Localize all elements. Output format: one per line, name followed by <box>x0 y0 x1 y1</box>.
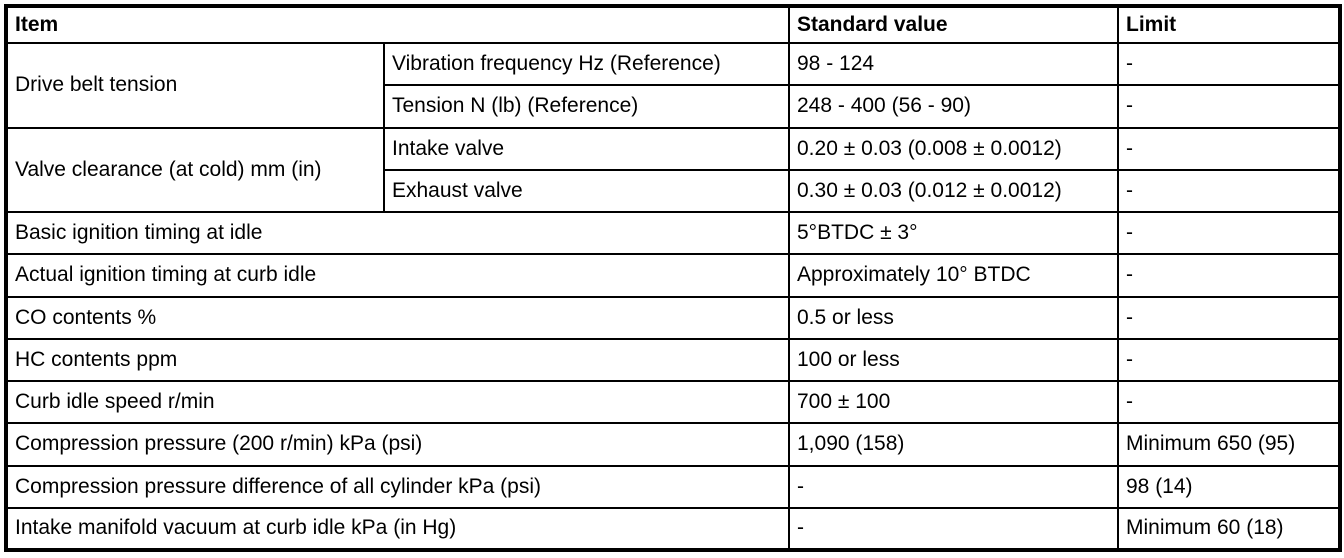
item-cell: Compression pressure (200 r/min) kPa (ps… <box>5 422 790 467</box>
standard-value-cell: 100 or less <box>788 337 1119 383</box>
sub-item-cell: Intake valve <box>383 126 790 171</box>
item-cell: Intake manifold vacuum at curb idle kPa … <box>5 506 790 552</box>
limit-cell: - <box>1117 337 1341 383</box>
table-row: Valve clearance (at cold) mm (in) Intake… <box>5 126 1341 213</box>
limit-cell: - <box>1117 84 1341 129</box>
limit-cell: - <box>1117 253 1341 298</box>
standard-value-cell: Approximately 10° BTDC <box>788 253 1119 298</box>
item-cell: HC contents ppm <box>5 337 790 383</box>
table-row: Basic ignition timing at idle 5°BTDC ± 3… <box>5 210 1341 256</box>
standard-value-cell: 0.30 ± 0.03 (0.012 ± 0.0012) <box>788 168 1119 214</box>
sub-item-cell: Vibration frequency Hz (Reference) <box>383 41 790 87</box>
table-row: Exhaust valve 0.30 ± 0.03 (0.012 ± 0.001… <box>6 168 1341 214</box>
item-cell: Curb idle speed r/min <box>5 379 790 425</box>
table-row: HC contents ppm 100 or less - <box>5 337 1341 383</box>
limit-cell: Minimum 650 (95) <box>1117 422 1341 467</box>
sub-item-cell: Tension N (lb) (Reference) <box>383 84 790 129</box>
table-row: Drive belt tension Vibration frequency H… <box>5 41 1341 129</box>
service-specifications-table: Item Standard value Limit Drive belt ten… <box>4 4 1342 552</box>
limit-cell: - <box>1117 168 1341 214</box>
header-item: Item <box>5 5 790 44</box>
limit-cell: Minimum 60 (18) <box>1117 506 1341 552</box>
item-cell: Actual ignition timing at curb idle <box>5 253 790 298</box>
header-limit: Limit <box>1117 5 1341 44</box>
limit-cell: - <box>1117 210 1341 256</box>
table-row: CO contents % 0.5 or less - <box>5 295 1341 340</box>
table-row: Compression pressure difference of all c… <box>5 464 1341 509</box>
standard-value-cell: 0.5 or less <box>788 295 1119 340</box>
table-row: Curb idle speed r/min 700 ± 100 - <box>5 379 1341 425</box>
sub-item-cell: Exhaust valve <box>383 168 790 214</box>
item-cell: Valve clearance (at cold) mm (in) <box>5 126 385 213</box>
standard-value-cell: 0.20 ± 0.03 (0.008 ± 0.0012) <box>788 126 1119 171</box>
standard-value-cell: 700 ± 100 <box>788 379 1119 425</box>
item-cell: Compression pressure difference of all c… <box>5 464 790 509</box>
header-standard-value: Standard value <box>788 5 1119 44</box>
item-cell: CO contents % <box>5 295 790 340</box>
limit-cell: 98 (14) <box>1117 464 1341 509</box>
limit-cell: - <box>1117 126 1341 171</box>
standard-value-cell: 248 - 400 (56 - 90) <box>788 84 1119 129</box>
header-row: Item Standard value Limit <box>5 5 1341 44</box>
standard-value-cell: - <box>788 506 1119 552</box>
table-row: Intake manifold vacuum at curb idle kPa … <box>5 506 1341 552</box>
limit-cell: - <box>1117 295 1341 340</box>
item-cell: Drive belt tension <box>5 42 385 129</box>
standard-value-cell: 98 - 124 <box>788 41 1119 87</box>
table-row: Compression pressure (200 r/min) kPa (ps… <box>5 422 1341 467</box>
standard-value-cell: - <box>788 464 1119 509</box>
standard-value-cell: 5°BTDC ± 3° <box>788 210 1119 256</box>
table-row: Tension N (lb) (Reference) 248 - 400 (56… <box>6 84 1341 129</box>
table-row: Actual ignition timing at curb idle Appr… <box>5 253 1341 298</box>
limit-cell: - <box>1117 41 1341 87</box>
standard-value-cell: 1,090 (158) <box>788 422 1119 467</box>
limit-cell: - <box>1117 379 1341 425</box>
item-cell: Basic ignition timing at idle <box>5 210 790 256</box>
